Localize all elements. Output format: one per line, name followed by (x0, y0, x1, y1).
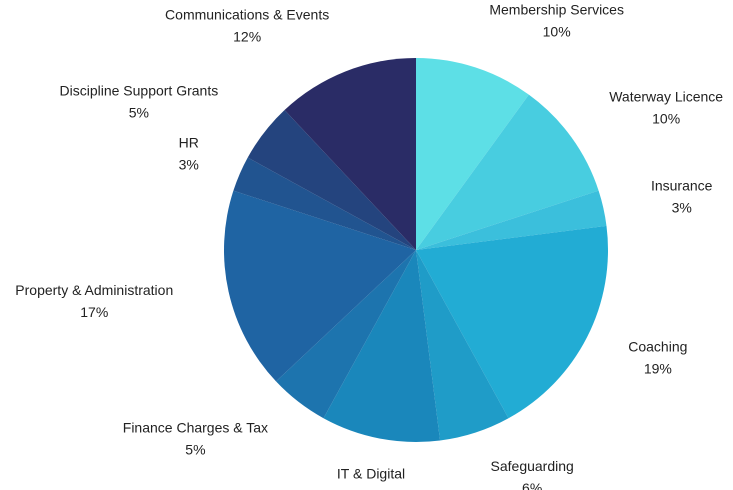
slice-value-label: 10% (543, 23, 571, 39)
slice-value-label: 10% (652, 111, 680, 127)
pie-slice (323, 250, 441, 442)
slice-value-label: 10% (357, 487, 385, 490)
slice-value-label: 17% (80, 304, 108, 320)
slice-label: HR (179, 134, 199, 150)
slice-label: Finance Charges & Tax (123, 419, 268, 435)
slice-value-label: 12% (233, 29, 261, 45)
pie-slice (276, 250, 416, 419)
slice-label: Property & Administration (15, 282, 173, 298)
slice-value-label: 3% (672, 199, 692, 215)
slice-label: Coaching (628, 339, 687, 355)
pie-slice (284, 58, 416, 250)
slice-label: IT & Digital (337, 465, 405, 481)
slice-label: Insurance (651, 177, 713, 193)
pie-slice (416, 94, 599, 251)
pie-slice (224, 190, 416, 382)
pie-slice (416, 58, 529, 250)
pie-slice (416, 225, 608, 419)
slice-value-label: 5% (129, 105, 149, 121)
pie-slice (416, 190, 607, 250)
slice-label: Communications & Events (165, 7, 329, 23)
slice-label: Discipline Support Grants (59, 83, 218, 99)
pie-slice (416, 250, 509, 441)
slice-label: Waterway Licence (609, 89, 723, 105)
pie-slice (247, 110, 416, 250)
slice-value-label: 19% (644, 361, 672, 377)
slice-value-label: 5% (185, 441, 205, 457)
slice-label: Membership Services (489, 1, 624, 17)
slice-value-label: 6% (522, 480, 542, 490)
slice-label: Safeguarding (491, 458, 574, 474)
slice-value-label: 3% (179, 156, 199, 172)
pie-slice (233, 157, 416, 250)
